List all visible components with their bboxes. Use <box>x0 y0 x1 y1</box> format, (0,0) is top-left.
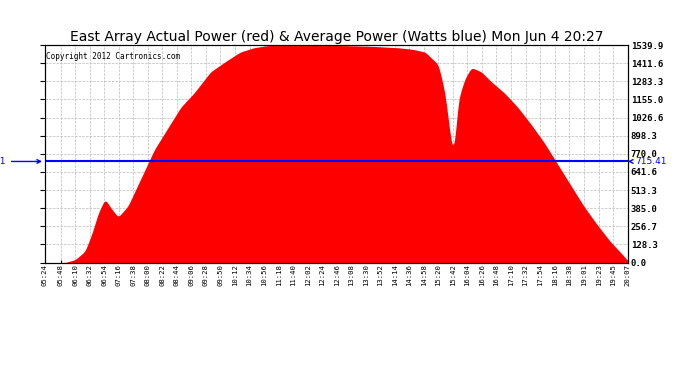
Title: East Array Actual Power (red) & Average Power (Watts blue) Mon Jun 4 20:27: East Array Actual Power (red) & Average … <box>70 30 603 44</box>
Text: 715.41: 715.41 <box>629 157 667 166</box>
Text: Copyright 2012 Cartronics.com: Copyright 2012 Cartronics.com <box>46 51 179 60</box>
Text: 715.41: 715.41 <box>0 157 41 166</box>
